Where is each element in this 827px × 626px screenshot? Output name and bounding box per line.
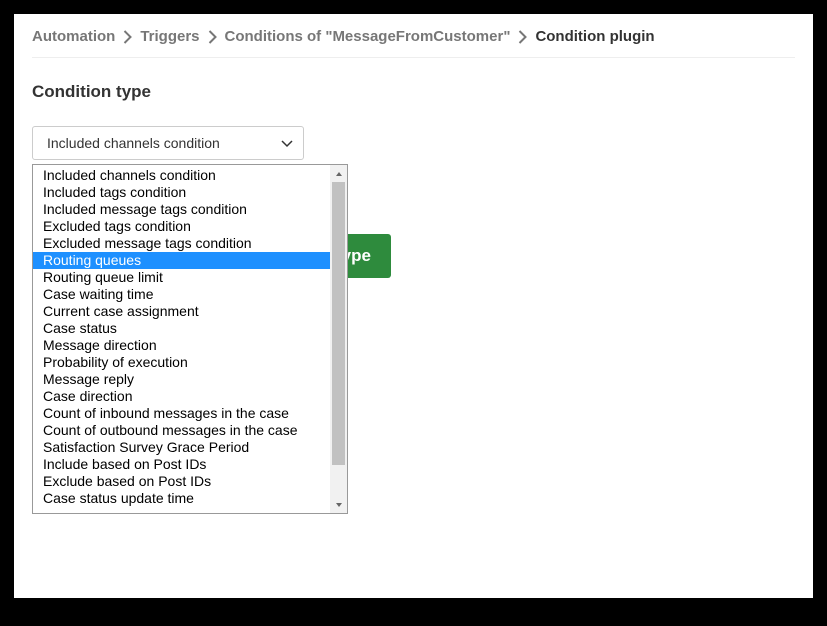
section-title: Condition type (32, 82, 795, 102)
breadcrumb-item-triggers[interactable]: Triggers (140, 28, 199, 45)
chevron-right-icon (208, 30, 217, 44)
scrollbar-track[interactable] (330, 182, 347, 496)
dropdown-option[interactable]: Included channels condition (33, 167, 330, 184)
page-frame: Automation Triggers Conditions of "Messa… (14, 14, 813, 598)
dropdown-option[interactable]: Probability of execution (33, 354, 330, 371)
scrollbar-thumb[interactable] (332, 182, 345, 465)
dropdown-option[interactable]: Message direction (33, 337, 330, 354)
breadcrumb: Automation Triggers Conditions of "Messa… (32, 28, 795, 58)
condition-type-dropdown: Included channels conditionIncluded tags… (32, 164, 348, 514)
chevron-down-icon (281, 135, 293, 151)
dropdown-option[interactable]: Excluded tags condition (33, 218, 330, 235)
dropdown-option[interactable]: Routing queues (33, 252, 330, 269)
dropdown-option[interactable]: Message reply (33, 371, 330, 388)
breadcrumb-item-condition-plugin: Condition plugin (535, 28, 654, 45)
dropdown-list: Included channels conditionIncluded tags… (33, 165, 330, 513)
dropdown-option[interactable]: Included message tags condition (33, 201, 330, 218)
scroll-up-icon[interactable] (330, 165, 347, 182)
dropdown-scrollbar[interactable] (330, 165, 347, 513)
chevron-right-icon (518, 30, 527, 44)
breadcrumb-item-conditions[interactable]: Conditions of "MessageFromCustomer" (225, 28, 511, 45)
breadcrumb-item-automation[interactable]: Automation (32, 28, 115, 45)
dropdown-option[interactable]: Case status update time (33, 490, 330, 507)
dropdown-option[interactable]: Included tags condition (33, 184, 330, 201)
condition-type-select-wrap: Included channels condition Included cha… (32, 126, 304, 160)
dropdown-option[interactable]: Satisfaction Survey Grace Period (33, 439, 330, 456)
dropdown-option[interactable]: Count of inbound messages in the case (33, 405, 330, 422)
dropdown-option[interactable]: Current case assignment (33, 303, 330, 320)
dropdown-option[interactable]: Case direction (33, 388, 330, 405)
dropdown-option[interactable]: Excluded message tags condition (33, 235, 330, 252)
condition-type-selected-label: Included channels condition (47, 135, 220, 151)
condition-type-select[interactable]: Included channels condition (32, 126, 304, 160)
scroll-down-icon[interactable] (330, 496, 347, 513)
dropdown-option[interactable]: Case status (33, 320, 330, 337)
dropdown-option[interactable]: Count of outbound messages in the case (33, 422, 330, 439)
chevron-right-icon (123, 30, 132, 44)
dropdown-option[interactable]: Routing queue limit (33, 269, 330, 286)
dropdown-option[interactable]: Include based on Post IDs (33, 456, 330, 473)
dropdown-option[interactable]: Exclude based on Post IDs (33, 473, 330, 490)
dropdown-option[interactable]: Case waiting time (33, 286, 330, 303)
